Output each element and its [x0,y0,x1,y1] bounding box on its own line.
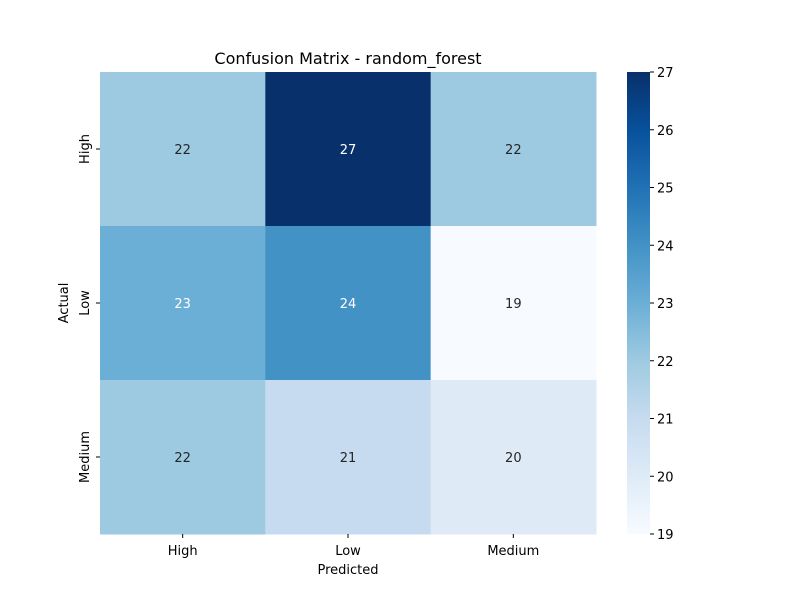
x-tick-label: High [168,544,198,559]
cell-value-label: 22 [505,143,522,158]
colorbar-tick-label: 20 [657,470,674,485]
chart-title: Confusion Matrix - random_forest [214,49,481,69]
cell-value-label: 22 [174,143,191,158]
x-tick-label: Low [335,544,361,559]
cell-value-label: 20 [505,451,522,466]
x-axis-ticks: High Low Medium [168,534,539,559]
colorbar-tick-label: 27 [657,66,674,81]
colorbar-tick-label: 23 [657,297,674,312]
colorbar-tick-label: 24 [657,239,674,254]
colorbar-tick-label: 22 [657,355,674,370]
cell-value-label: 24 [340,297,357,312]
cell-value-label: 23 [174,297,191,312]
y-tick-label: High [78,134,93,164]
colorbar-ticks: 19 20 21 22 23 24 25 26 27 [650,66,674,543]
x-tick-label: Medium [487,544,539,559]
colorbar-tick-label: 26 [657,124,674,139]
y-tick-label: Low [78,290,93,316]
heatmap-cell-labels: 22 27 22 23 24 19 22 21 20 [174,143,521,466]
heatmap-cell [100,226,266,381]
heatmap-cell [100,72,266,227]
y-tick-label: Medium [78,431,93,483]
cell-value-label: 22 [174,451,191,466]
heatmap-cell [430,380,597,535]
y-axis-label: Actual [57,283,72,324]
heatmap-cell [430,72,597,227]
heatmap-cells [100,72,597,535]
colorbar-tick-label: 25 [657,182,674,197]
heatmap-cell [430,226,597,381]
cell-value-label: 21 [340,451,357,466]
colorbar-tick-label: 19 [657,528,674,543]
y-axis-ticks: High Low Medium [78,134,100,483]
cell-value-label: 27 [340,143,357,158]
heatmap-cell [100,380,266,535]
heatmap-cell [265,380,432,535]
heatmap-cell [265,72,432,227]
heatmap-cell [265,226,432,381]
cell-value-label: 19 [505,297,522,312]
colorbar-tick-label: 21 [657,413,674,428]
x-axis-label: Predicted [317,563,378,578]
colorbar [627,72,650,534]
